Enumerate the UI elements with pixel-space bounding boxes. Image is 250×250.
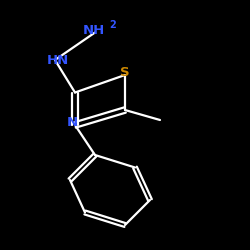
Text: NH: NH: [82, 24, 105, 36]
Text: S: S: [120, 66, 130, 79]
Text: 2: 2: [110, 20, 116, 30]
Text: N: N: [67, 116, 78, 129]
Text: HN: HN: [46, 54, 68, 66]
